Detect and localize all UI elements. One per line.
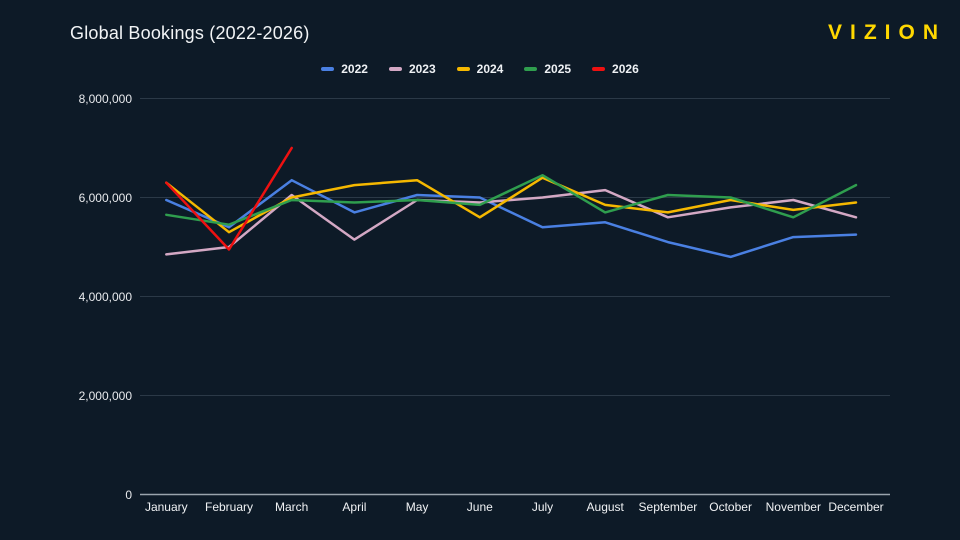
x-axis-label-october: October xyxy=(709,500,752,514)
x-axis-label-november: November xyxy=(766,500,821,514)
x-axis-label-june: June xyxy=(467,500,493,514)
y-axis-tick-label: 8,000,000 xyxy=(79,92,133,106)
x-axis-label-may: May xyxy=(406,500,429,514)
y-axis-tick-label: 6,000,000 xyxy=(79,191,133,205)
x-axis-label-january: January xyxy=(145,500,188,514)
x-axis-label-march: March xyxy=(275,500,308,514)
x-axis-label-july: July xyxy=(532,500,553,514)
y-axis-tick-label: 2,000,000 xyxy=(79,389,133,403)
series-line-2022 xyxy=(166,180,856,257)
x-axis-label-december: December xyxy=(828,500,883,514)
page: Global Bookings (2022-2026) VIZION 20222… xyxy=(0,0,960,540)
x-axis-label-august: August xyxy=(587,500,625,514)
series-line-2023 xyxy=(166,190,856,254)
x-axis-label-february: February xyxy=(205,500,253,514)
y-axis-tick-label: 0 xyxy=(125,488,132,502)
x-axis-label-april: April xyxy=(342,500,366,514)
x-axis-label-september: September xyxy=(639,500,698,514)
chart-canvas: 0 2,000,000 4,000,000 6,000,000 8,000,000 Jan… xyxy=(0,0,960,540)
y-axis-tick-label: 4,000,000 xyxy=(79,290,133,304)
